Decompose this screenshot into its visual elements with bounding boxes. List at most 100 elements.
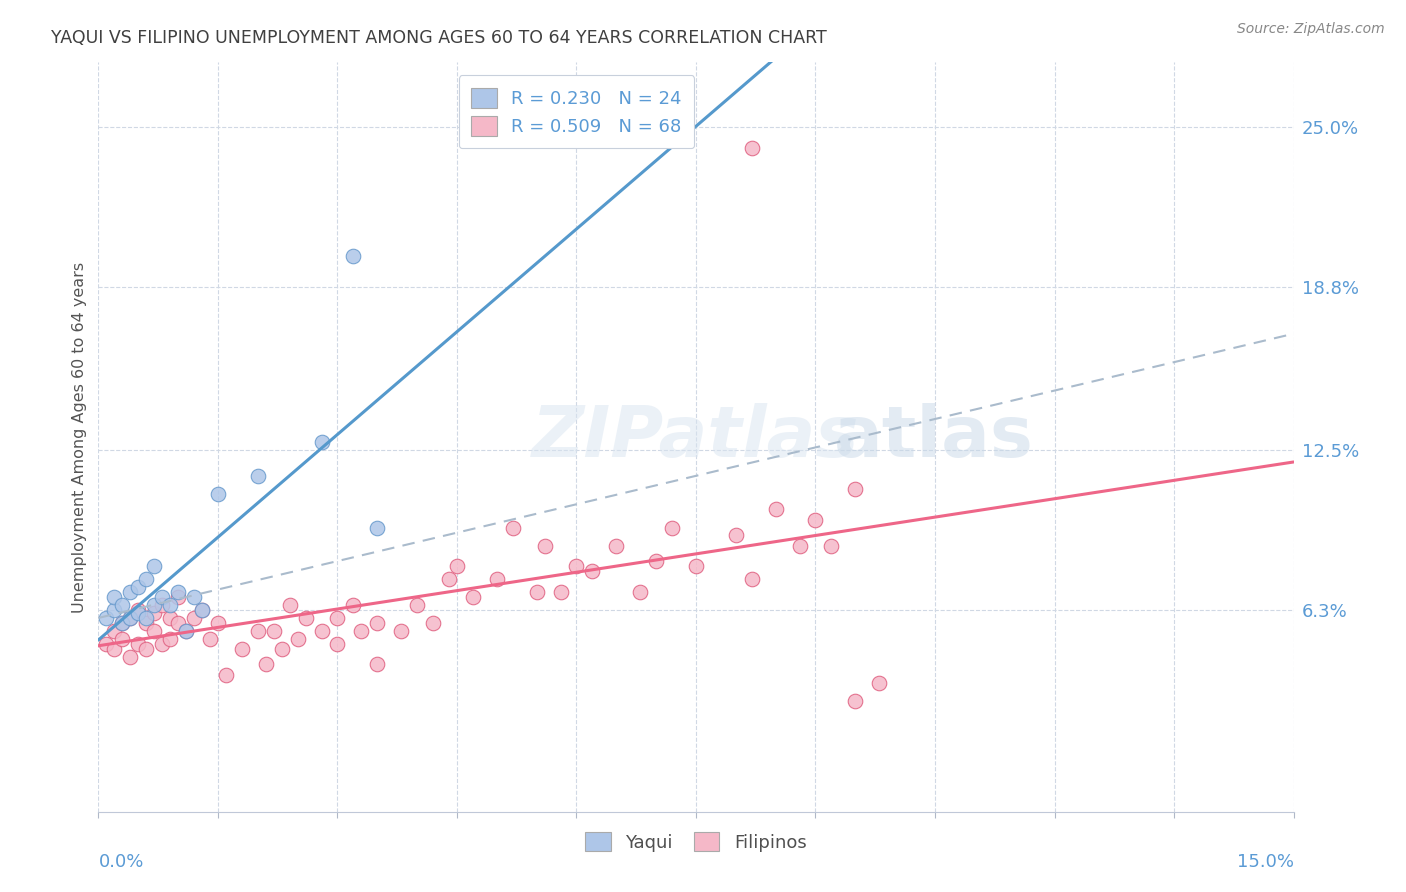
Point [135, 642, 157, 657]
Point [278, 598, 301, 612]
Point [350, 624, 373, 638]
Point [103, 624, 125, 638]
Point [207, 487, 229, 501]
Point [167, 591, 190, 605]
Point [120, 585, 142, 599]
Point [366, 520, 388, 534]
Point [422, 616, 444, 631]
Point [231, 642, 253, 657]
Point [183, 591, 205, 605]
Point [844, 482, 866, 496]
Point [526, 585, 548, 599]
Point [254, 657, 277, 672]
Point [111, 616, 134, 631]
Text: ZIPatlas: ZIPatlas [533, 402, 859, 472]
Text: 15.0%: 15.0% [1236, 853, 1294, 871]
Point [159, 632, 181, 646]
Point [820, 539, 842, 553]
Point [246, 624, 269, 638]
Point [311, 435, 333, 450]
Text: atlas: atlas [834, 402, 1033, 472]
Point [311, 624, 333, 638]
Point [143, 598, 166, 612]
Legend: Yaqui, Filipinos: Yaqui, Filipinos [578, 824, 814, 859]
Point [207, 616, 229, 631]
Point [103, 642, 125, 657]
Point [246, 468, 269, 483]
Point [741, 572, 763, 586]
Point [389, 624, 412, 638]
Point [135, 616, 157, 631]
Point [150, 591, 173, 605]
Point [461, 591, 484, 605]
Point [326, 637, 349, 651]
Text: 0.0%: 0.0% [98, 853, 143, 871]
Point [127, 603, 149, 617]
Point [103, 591, 125, 605]
Point [167, 585, 190, 599]
Point [287, 632, 309, 646]
Point [159, 611, 181, 625]
Point [685, 559, 707, 574]
Point [661, 520, 683, 534]
Point [628, 585, 651, 599]
Point [533, 539, 555, 553]
Point [191, 603, 214, 617]
Point [96, 611, 118, 625]
Point [111, 632, 134, 646]
Point [741, 141, 763, 155]
Point [174, 624, 197, 638]
Point [342, 249, 364, 263]
Point [111, 598, 134, 612]
Point [127, 606, 149, 620]
Point [143, 624, 166, 638]
Point [294, 611, 316, 625]
Point [645, 554, 668, 568]
Point [342, 598, 364, 612]
Point [120, 611, 142, 625]
Point [502, 520, 524, 534]
Point [174, 624, 197, 638]
Point [150, 637, 173, 651]
Point [111, 616, 134, 631]
Point [167, 616, 190, 631]
Point [446, 559, 468, 574]
Point [406, 598, 429, 612]
Text: YAQUI VS FILIPINO UNEMPLOYMENT AMONG AGES 60 TO 64 YEARS CORRELATION CHART: YAQUI VS FILIPINO UNEMPLOYMENT AMONG AGE… [51, 29, 827, 47]
Point [366, 616, 388, 631]
Point [143, 559, 166, 574]
Point [868, 675, 890, 690]
Point [724, 528, 747, 542]
Point [135, 572, 157, 586]
Point [135, 611, 157, 625]
Point [263, 624, 285, 638]
Point [765, 502, 787, 516]
Text: Source: ZipAtlas.com: Source: ZipAtlas.com [1237, 22, 1385, 37]
Point [366, 657, 388, 672]
Point [844, 693, 866, 707]
Point [191, 603, 214, 617]
Point [150, 598, 173, 612]
Point [120, 649, 142, 664]
Point [120, 611, 142, 625]
Point [550, 585, 572, 599]
Point [198, 632, 221, 646]
Point [127, 637, 149, 651]
Point [437, 572, 460, 586]
Point [183, 611, 205, 625]
Point [485, 572, 508, 586]
Point [96, 637, 118, 651]
Point [789, 539, 811, 553]
Point [103, 603, 125, 617]
Point [326, 611, 349, 625]
Point [804, 513, 827, 527]
Point [143, 606, 166, 620]
Point [270, 642, 292, 657]
Point [127, 580, 149, 594]
Point [159, 598, 181, 612]
Point [215, 667, 238, 681]
Point [565, 559, 588, 574]
Y-axis label: Unemployment Among Ages 60 to 64 years: Unemployment Among Ages 60 to 64 years [72, 261, 87, 613]
Point [605, 539, 627, 553]
Point [581, 565, 603, 579]
